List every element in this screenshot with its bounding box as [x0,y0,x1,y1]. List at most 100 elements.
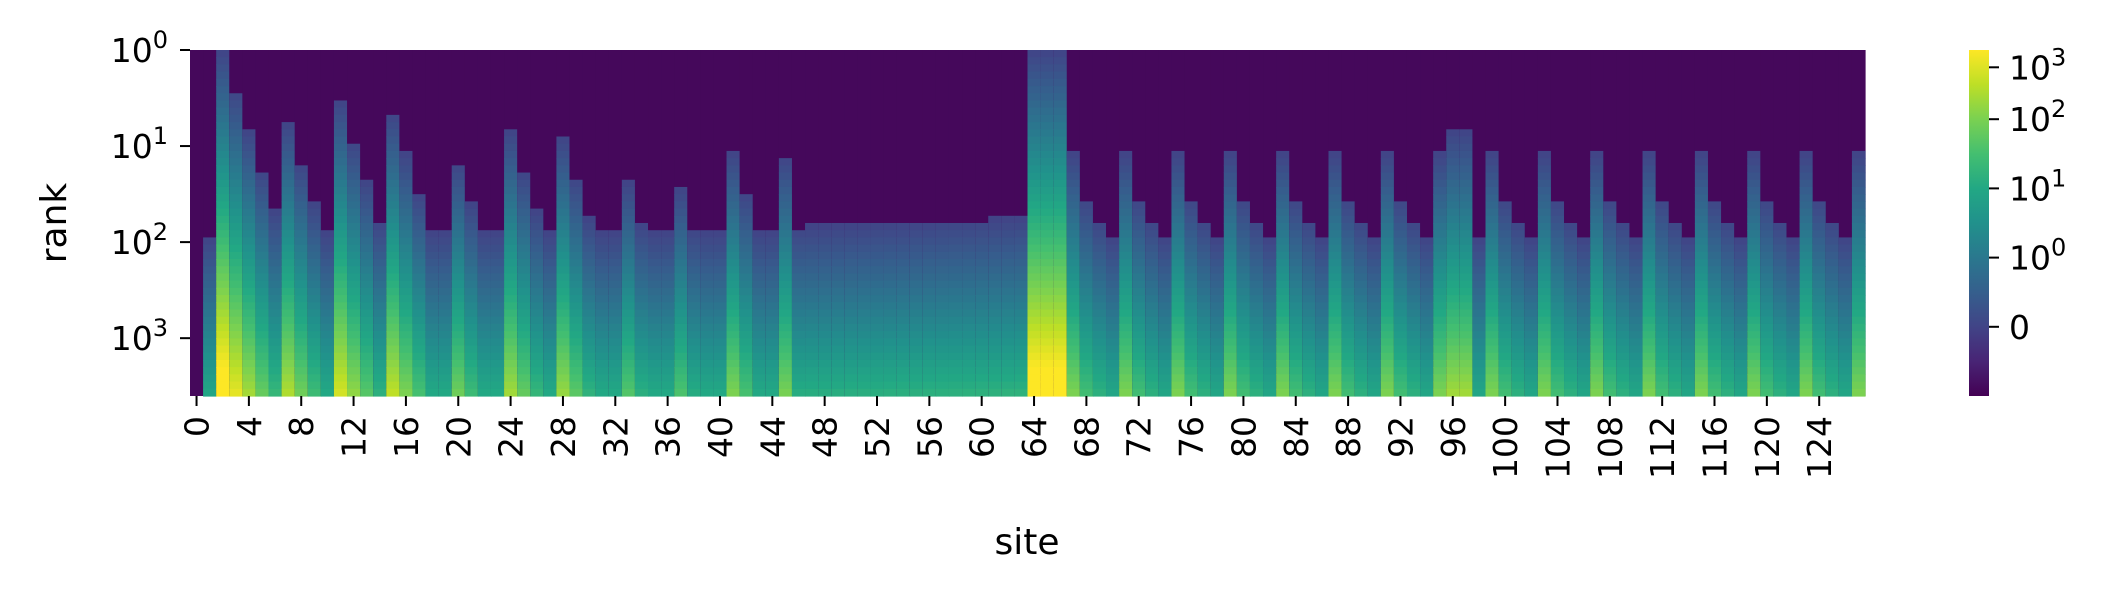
heatmap-cell [1393,215,1408,224]
x-axis: 0 4 8 12 16 20 24 28 32 36 40 44 48 52 56 60 64 68 72 76 80 8… [178,396,1839,479]
heatmap-cell [1040,223,1055,231]
heatmap-cell [1406,280,1421,289]
heatmap-cell [844,230,858,239]
heatmap-cell [1040,352,1055,361]
heatmap-cell [1158,237,1173,246]
heatmap-cell [988,345,1002,354]
heatmap-cell [1328,345,1343,354]
heatmap-cell [347,359,361,368]
heatmap-cell [307,259,322,267]
heatmap-cell [229,172,243,181]
heatmap-cell [1236,215,1251,224]
heatmap-cell [883,388,898,397]
heatmap-cell [922,223,937,231]
heatmap-cell [831,295,845,303]
heatmap-cell [1380,150,1395,159]
heatmap-cell [1027,107,1042,116]
heatmap-cell [216,259,230,267]
heatmap-cell [1027,280,1042,289]
heatmap-cell [1053,352,1068,361]
heatmap-cell [1276,259,1290,267]
heatmap-cell [1524,280,1539,289]
heatmap-cell [1694,309,1709,318]
heatmap-cell [674,338,688,347]
heatmap-cell [530,367,544,375]
heatmap-cell [242,143,257,152]
heatmap-cell [1537,208,1552,217]
heatmap-cell [216,331,230,339]
heatmap-cell [1485,266,1500,275]
heatmap-cell [1812,280,1827,289]
heatmap-cell [569,251,584,260]
heatmap-cell [307,309,322,318]
heatmap-cell [1040,331,1055,339]
heatmap-cell [778,352,793,361]
heatmap-cell [1799,287,1814,296]
heatmap-cell [857,381,872,390]
heatmap-cell [1406,230,1421,239]
heatmap-cell [1446,136,1460,145]
heatmap-cell [1485,150,1500,159]
heatmap-cell [1001,352,1016,361]
heatmap-cell [1053,179,1068,188]
heatmap-cell [713,345,728,354]
heatmap-cell [1040,158,1055,166]
heatmap-cell [320,338,335,347]
heatmap-cell [1027,244,1042,253]
heatmap-cell [1838,273,1853,282]
heatmap-cell [1053,223,1068,231]
heatmap-cell [1341,359,1356,368]
heatmap-cell [687,309,701,318]
heatmap-cell [1223,273,1238,282]
heatmap-cell [1472,309,1487,318]
heatmap-cell [1236,302,1251,311]
heatmap-cell [1263,280,1277,289]
heatmap-cell [1838,323,1853,332]
heatmap-cell [1459,143,1474,152]
heatmap-cell [1655,302,1670,311]
heatmap-cell [1472,367,1487,375]
heatmap-cell [674,208,688,217]
heatmap-cell [1694,316,1709,325]
heatmap-cell [464,359,479,368]
heatmap-cell [1380,259,1395,267]
heatmap-cell [909,323,924,332]
heatmap-cell [347,374,361,383]
heatmap-cell [1851,309,1866,318]
heatmap-cell [1027,50,1042,58]
heatmap-cell [1236,223,1251,231]
heatmap-cell [307,215,322,224]
heatmap-cell [1236,331,1251,339]
heatmap-cell [1014,244,1029,253]
heatmap-cell [1158,331,1173,339]
heatmap-cell [844,273,858,282]
heatmap-cell [1537,374,1552,383]
heatmap-cell [1380,237,1395,246]
heatmap-cell [1289,309,1303,318]
heatmap-cell [530,352,544,361]
heatmap-cell [1197,259,1212,267]
heatmap-cell [739,374,754,383]
heatmap-cell [399,158,414,166]
heatmap-cell [1577,280,1591,289]
heatmap-cell [438,331,453,339]
heatmap-cell [1433,323,1447,332]
heatmap-cell [713,367,728,375]
heatmap-cell [1838,352,1853,361]
heatmap-cell [1511,251,1526,260]
heatmap-cell [229,381,243,390]
heatmap-cell [1694,295,1709,303]
heatmap-cell [726,381,741,390]
heatmap-cell [1773,388,1788,397]
heatmap-cell [608,309,623,318]
heatmap-cell [425,266,440,275]
heatmap-cell [569,381,584,390]
heatmap-cell [333,381,348,390]
heatmap-cell [1694,345,1709,354]
heatmap-cell [831,237,845,246]
heatmap-cell [543,266,558,275]
heatmap-cell [1786,287,1801,296]
heatmap-cell [216,93,230,102]
heatmap-cell [674,244,688,253]
heatmap-cell [1773,223,1788,231]
